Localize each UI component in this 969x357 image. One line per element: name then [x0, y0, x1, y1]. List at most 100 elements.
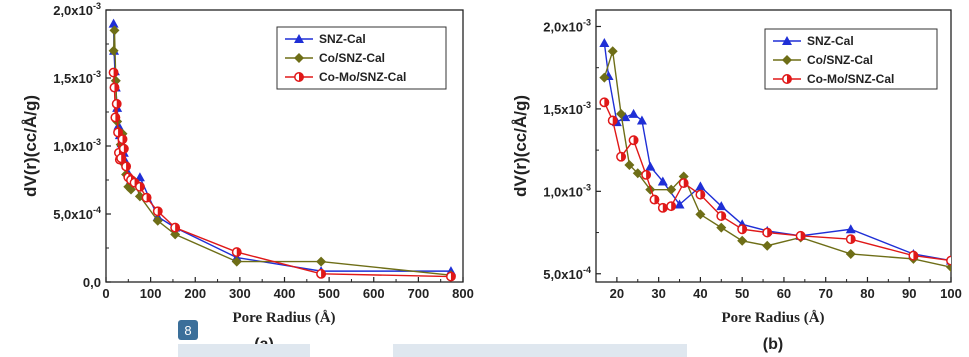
data-point-fill	[913, 251, 918, 260]
legend-marker	[782, 36, 792, 45]
panel-label: (b)	[763, 336, 783, 353]
y-tick-label: 5,0x10-4	[53, 205, 101, 222]
caption-highlight-right	[393, 344, 687, 357]
y-tick-label: 5,0x10-4	[543, 265, 591, 282]
data-point-fill	[121, 154, 126, 163]
data-point-fill	[115, 113, 120, 122]
data-point	[316, 256, 327, 267]
panel-a: 0 100 200 300 400 500 600 700 800 0,0 5,0x10-4 1,0x…	[21, 1, 474, 353]
data-point-fill	[700, 190, 705, 199]
y-tick-label: 1,0x10-3	[53, 137, 101, 154]
x-tick-label: 50	[735, 286, 749, 301]
data-point	[695, 181, 706, 191]
data-point-fill	[157, 207, 162, 216]
x-tick-label: 400	[274, 286, 296, 301]
panel-b: 20 30 40 50 60 70 80 90 100 5,0x10-4 1,0x10-3 1,5x1…	[511, 9, 962, 353]
data-point-fill	[662, 203, 668, 213]
data-point	[108, 18, 119, 28]
data-point	[632, 168, 643, 179]
data-point-fill	[114, 83, 119, 92]
legend-entry: SNZ-Cal	[319, 32, 366, 46]
data-point	[737, 235, 748, 246]
data-point	[657, 176, 668, 186]
series-line	[603, 102, 951, 262]
y-tick-label: 0,0	[83, 275, 101, 290]
x-tick-label: 20	[610, 286, 624, 301]
legend-marker	[294, 53, 304, 63]
x-tick-label: 0	[102, 286, 109, 301]
data-point	[620, 112, 631, 122]
legend-marker-fill	[787, 74, 792, 84]
data-point-fill	[126, 162, 131, 171]
data-point	[762, 240, 773, 251]
data-point	[109, 25, 120, 36]
data-point	[636, 115, 647, 125]
x-tick-label: 100	[940, 286, 962, 301]
x-tick-label: 500	[318, 286, 340, 301]
data-point	[946, 255, 951, 266]
legend-entry: SNZ-Cal	[807, 34, 854, 48]
data-point	[624, 159, 635, 170]
data-point-fill	[800, 231, 805, 241]
x-tick-label: 600	[363, 286, 385, 301]
x-tick-label: 40	[693, 286, 707, 301]
x-tick-label: 300	[229, 286, 251, 301]
y-axis-label: dV(r)(cc/Å/g)	[21, 95, 40, 197]
data-point-fill	[646, 170, 651, 180]
legend-marker	[782, 55, 792, 65]
data-point	[108, 45, 119, 56]
data-point	[607, 46, 618, 57]
data-point-fill	[123, 144, 129, 153]
legend-marker	[294, 34, 304, 43]
data-point	[845, 248, 856, 259]
y-tick-label: 2,0x10-3	[543, 17, 591, 34]
series-line	[603, 51, 951, 268]
data-point-fill	[621, 152, 626, 161]
y-axis-label: dV(r)(cc/Å/g)	[511, 95, 530, 197]
page-number-badge: 8	[178, 320, 198, 340]
x-tick-label: 800	[452, 286, 474, 301]
data-point-fill	[139, 182, 145, 191]
data-point-fill	[146, 193, 151, 202]
data-point-fill	[604, 98, 609, 107]
plot-frame	[595, 9, 952, 283]
data-point	[674, 199, 685, 209]
x-tick-label: 60	[777, 286, 791, 301]
data-point-fill	[113, 68, 118, 77]
legend: SNZ-Cal Co/SNZ-Cal Co-Mo/SNZ-Cal	[276, 26, 447, 90]
data-point-fill	[742, 225, 747, 234]
legend-entry: Co/SNZ-Cal	[319, 51, 385, 65]
y-tick-label: 1,5x10-3	[53, 69, 101, 86]
data-point	[666, 184, 677, 195]
data-point	[599, 37, 610, 47]
data-point	[628, 108, 639, 118]
data-point	[599, 72, 610, 83]
data-point	[152, 215, 163, 226]
data-point-fill	[633, 136, 638, 145]
data-point	[645, 161, 656, 171]
legend-entry: Co/SNZ-Cal	[807, 53, 873, 67]
x-tick-label: 100	[140, 286, 162, 301]
series-co-mo-snz-cal	[599, 97, 951, 266]
legend-marker-fill	[299, 72, 304, 82]
data-point-fill	[671, 201, 676, 211]
data-point-fill	[767, 228, 772, 237]
data-point-fill	[654, 195, 659, 204]
legend: SNZ-Cal Co/SNZ-Cal Co-Mo/SNZ-Cal	[764, 28, 938, 90]
data-point-fill	[321, 269, 326, 279]
series-co-snz-cal	[599, 46, 951, 273]
y-tick-label: 1,0x10-3	[543, 182, 591, 199]
data-point	[231, 256, 242, 267]
data-point-fill	[850, 234, 855, 244]
data-point-fill	[122, 135, 127, 144]
data-point-fill	[612, 116, 617, 125]
series-co-mo-snz-cal	[108, 67, 456, 282]
y-tick-label: 1,5x10-3	[543, 100, 591, 117]
data-point-fill	[683, 178, 688, 188]
x-axis-label: Pore Radius (Å)	[721, 310, 824, 326]
x-tick-label: 70	[818, 286, 832, 301]
data-point-fill	[721, 211, 726, 221]
data-point	[645, 184, 656, 195]
x-tick-label: 30	[651, 286, 665, 301]
